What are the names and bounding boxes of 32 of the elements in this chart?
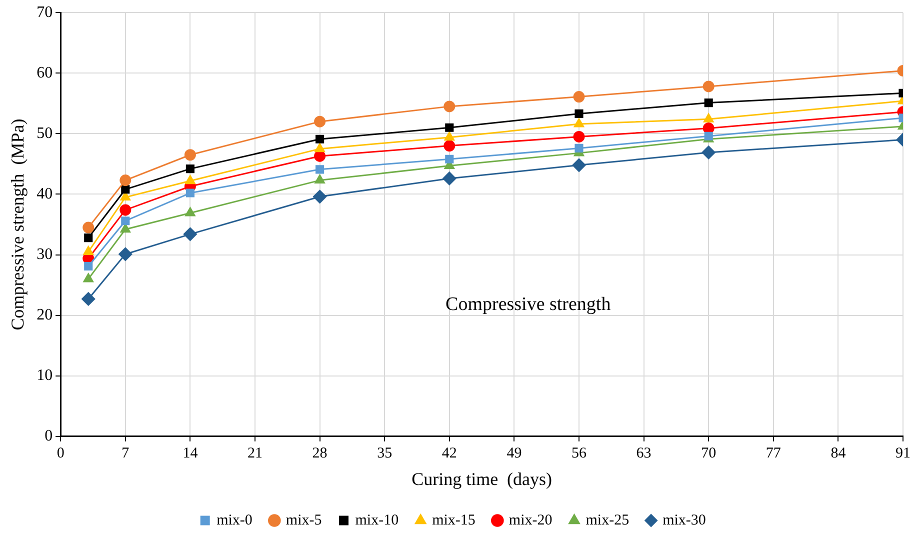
x-tick-label: 7 xyxy=(122,445,130,462)
legend-label: mix-25 xyxy=(586,512,630,528)
x-tick-label: 63 xyxy=(636,445,652,462)
x-axis-title: Curing time (days) xyxy=(412,468,552,489)
legend-label: mix-15 xyxy=(432,512,476,528)
legend-label: mix-10 xyxy=(355,512,399,528)
x-tick-label: 77 xyxy=(766,445,782,462)
y-tick-label: 0 xyxy=(44,428,53,445)
y-tick-label: 30 xyxy=(36,246,53,263)
y-tick-label: 10 xyxy=(36,367,53,384)
y-tick-label: 20 xyxy=(36,306,53,324)
annotation: Compressive strength xyxy=(446,294,612,316)
x-tick-label: 91 xyxy=(896,445,910,462)
legend-label: mix-5 xyxy=(286,512,322,528)
x-tick-label: 0 xyxy=(56,445,64,462)
x-tick-label: 28 xyxy=(312,445,328,462)
x-tick-label: 84 xyxy=(830,445,846,462)
x-tick-label: 49 xyxy=(506,445,522,462)
legend-label: mix-30 xyxy=(662,512,706,528)
x-tick-label: 35 xyxy=(377,445,392,462)
y-tick-label: 60 xyxy=(36,64,53,82)
y-axis-title: Compressive strength (MPa) xyxy=(8,118,28,330)
x-tick-label: 42 xyxy=(442,445,457,462)
x-tick-label: 56 xyxy=(572,445,587,462)
y-tick-label: 50 xyxy=(36,124,53,142)
x-tick-label: 70 xyxy=(701,445,716,462)
x-tick-label: 21 xyxy=(248,445,262,462)
y-tick-label: 40 xyxy=(36,185,53,202)
y-tick-label: 70 xyxy=(36,4,53,21)
x-tick-label: 14 xyxy=(182,445,198,462)
legend-label: mix-0 xyxy=(216,512,252,528)
legend-label: mix-20 xyxy=(508,512,552,528)
